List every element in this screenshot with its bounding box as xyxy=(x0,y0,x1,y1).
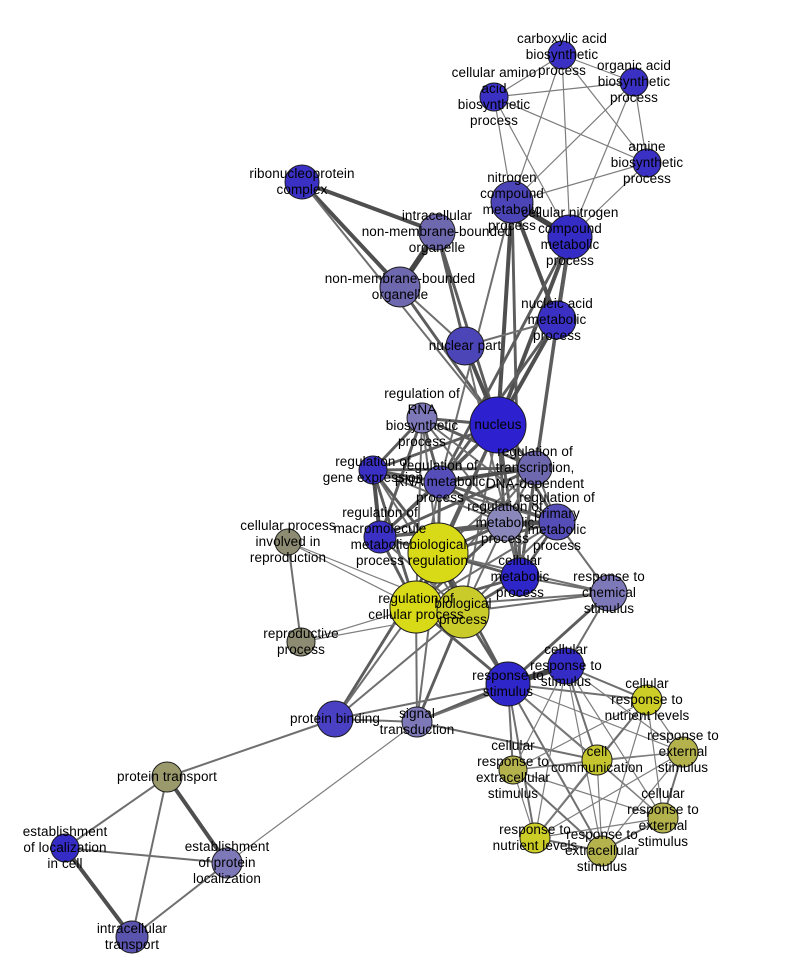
node-ribonucleoprotein-complex[interactable] xyxy=(284,164,320,200)
edge-nitrogen-compound-metabolic-process--nucleus xyxy=(496,201,514,426)
node-cellular-metabolic-process[interactable] xyxy=(500,557,540,597)
node-nuclear-part[interactable] xyxy=(445,326,485,366)
edge-nucleic-acid-metabolic-process--cellular-metabolic-process xyxy=(518,319,559,578)
edge-cellular-nitrogen-compound-metabolic-process--nucleus xyxy=(496,236,572,426)
edge-response-to-external-stimulus--response-to-extracellular-stimulus xyxy=(601,751,684,852)
node-protein-binding[interactable] xyxy=(316,700,354,738)
edge-response-to-stimulus--response-to-external-stimulus xyxy=(507,683,684,753)
edge-layer xyxy=(63,54,684,939)
node-cell-communication[interactable] xyxy=(581,744,613,776)
node-regulation-of-cellular-process[interactable] xyxy=(389,580,443,634)
edge-biological-regulation--protein-binding xyxy=(333,552,440,720)
edge-signal-transduction--establishment-of-protein-localization xyxy=(226,721,418,864)
edge-nucleus--biological-process xyxy=(462,424,499,613)
edge-protein-binding--response-to-stimulus xyxy=(334,683,509,720)
edge-cellular-response-to-nutrient-levels--cellular-response-to-external-stimulus xyxy=(646,699,664,819)
edge-regulation-of-gene-expression--regulation-of-transcription-dna-dependent xyxy=(372,466,536,472)
node-nucleic-acid-metabolic-process[interactable] xyxy=(537,300,577,340)
edge-organic-acid-biosynthetic-process--nitrogen-compound-metabolic-process xyxy=(511,81,635,203)
node-intracellular-non-membrane-bounded-organelle[interactable] xyxy=(418,213,456,251)
node-regulation-of-gene-expression[interactable] xyxy=(358,455,388,485)
edge-ribonucleoprotein-complex--intracellular-non-membrane-bounded-organelle xyxy=(301,180,438,234)
edge-cellular-amino-acid-biosynthetic-process--cellular-nitrogen-compound-metabolic-process xyxy=(493,96,571,238)
node-cellular-amino-acid-biosynthetic-process[interactable] xyxy=(479,82,509,112)
node-response-to-chemical-stimulus[interactable] xyxy=(590,574,628,612)
node-layer xyxy=(50,40,699,954)
node-establishment-of-protein-localization[interactable] xyxy=(211,847,243,879)
edge-response-to-external-stimulus--response-to-nutrient-levels xyxy=(534,751,684,839)
edge-cellular-response-to-stimulus--response-to-external-stimulus xyxy=(565,665,684,753)
node-nitrogen-compound-metabolic-process[interactable] xyxy=(490,180,534,224)
edge-response-to-stimulus--response-to-extracellular-stimulus xyxy=(507,683,603,852)
edge-organic-acid-biosynthetic-process--cellular-nitrogen-compound-metabolic-process xyxy=(569,81,635,238)
node-intracellular-transport[interactable] xyxy=(115,920,149,954)
edge-biological-process--protein-binding xyxy=(334,611,464,720)
node-cellular-response-to-extracellular-stimulus[interactable] xyxy=(498,755,528,785)
node-protein-transport[interactable] xyxy=(151,761,183,793)
edge-establishment-of-localization-in-cell--intracellular-transport xyxy=(63,846,134,939)
edge-cellular-response-to-stimulus--cellular-response-to-extracellular-stimulus xyxy=(512,665,567,771)
edge-response-to-stimulus--cellular-response-to-nutrient-levels xyxy=(507,683,648,701)
node-response-to-external-stimulus[interactable] xyxy=(667,736,699,768)
node-establishment-of-localization-in-cell[interactable] xyxy=(50,833,80,863)
edge-protein-binding--protein-transport xyxy=(166,718,336,778)
edge-carboxylic-acid-biosynthetic-process--amine-biosynthetic-process xyxy=(561,54,648,164)
edge-cell-communication--response-to-nutrient-levels xyxy=(534,759,598,839)
node-cellular-response-to-stimulus[interactable] xyxy=(547,647,585,685)
node-regulation-of-primary-metabolic-process[interactable] xyxy=(538,503,576,541)
node-regulation-of-transcription-dna-dependent[interactable] xyxy=(517,450,553,486)
edge-ribonucleoprotein-complex--non-membrane-bounded-organelle xyxy=(300,180,402,289)
edge-cellular-process-involved-in-reproduction--reproductive-process xyxy=(287,541,302,643)
node-regulation-of-rna-biosynthetic-process[interactable] xyxy=(406,402,438,434)
edge-regulation-of-rna-biosynthetic-process--regulation-of-cellular-process xyxy=(415,417,423,608)
node-carboxylic-acid-biosynthetic-process[interactable] xyxy=(547,40,577,70)
edge-establishment-of-protein-localization--intracellular-transport xyxy=(131,862,228,938)
node-amine-biosynthetic-process[interactable] xyxy=(632,148,662,178)
edge-regulation-of-transcription-dna-dependent--regulation-of-macromolecule-metabolic-process xyxy=(379,466,536,539)
edge-establishment-of-localization-in-cell--establishment-of-protein-localization xyxy=(64,847,228,864)
node-cellular-nitrogen-compound-metabolic-process[interactable] xyxy=(547,214,593,260)
node-cellular-process-involved-in-reproduction[interactable] xyxy=(274,528,302,556)
edge-regulation-of-rna-metabolic-process--regulation-of-primary-metabolic-process xyxy=(439,480,558,524)
node-biological-regulation[interactable] xyxy=(407,522,469,584)
node-biological-process[interactable] xyxy=(436,585,490,639)
node-non-membrane-bounded-organelle[interactable] xyxy=(379,266,421,308)
node-response-to-extracellular-stimulus[interactable] xyxy=(586,835,618,867)
edge-signal-transduction--cell-communication xyxy=(416,721,598,761)
node-cellular-response-to-nutrient-levels[interactable] xyxy=(631,684,663,716)
node-nucleus[interactable] xyxy=(469,396,527,454)
edge-response-to-chemical-stimulus--response-to-stimulus xyxy=(507,591,610,686)
edge-cellular-response-to-stimulus--response-to-nutrient-levels xyxy=(534,665,567,839)
edge-cellular-amino-acid-biosynthetic-process--amine-biosynthetic-process xyxy=(493,96,648,164)
node-organic-acid-biosynthetic-process[interactable] xyxy=(619,67,649,97)
node-cellular-response-to-external-stimulus[interactable] xyxy=(647,802,679,834)
node-response-to-nutrient-levels[interactable] xyxy=(519,822,551,854)
edge-cellular-response-to-external-stimulus--response-to-nutrient-levels xyxy=(534,817,664,839)
node-regulation-of-rna-metabolic-process[interactable] xyxy=(423,465,457,499)
node-response-to-stimulus[interactable] xyxy=(485,661,531,707)
node-regulation-of-metabolic-process[interactable] xyxy=(486,504,524,542)
edge-cellular-response-to-extracellular-stimulus--cellular-response-to-external-stimulus xyxy=(512,769,664,819)
node-reproductive-process[interactable] xyxy=(286,627,316,657)
edge-cellular-response-to-stimulus--cellular-response-to-external-stimulus xyxy=(565,665,664,819)
node-signal-transduction[interactable] xyxy=(401,706,433,738)
edge-protein-transport--intracellular-transport xyxy=(131,776,168,938)
node-regulation-of-macromolecule-metabolic-process[interactable] xyxy=(363,520,397,554)
edge-carboxylic-acid-biosynthetic-process--nitrogen-compound-metabolic-process xyxy=(511,54,563,203)
edge-protein-transport--establishment-of-localization-in-cell xyxy=(64,776,168,849)
edge-cellular-nitrogen-compound-metabolic-process--regulation-of-rna-metabolic-process xyxy=(438,236,572,483)
edge-cellular-response-to-nutrient-levels--cellular-response-to-extracellular-stimulus xyxy=(512,699,648,771)
edge-protein-transport--establishment-of-protein-localization xyxy=(165,775,229,865)
edge-amine-biosynthetic-process--nitrogen-compound-metabolic-process xyxy=(511,162,648,203)
edge-carboxylic-acid-biosynthetic-process--cellular-nitrogen-compound-metabolic-process xyxy=(561,54,571,238)
edge-organic-acid-biosynthetic-process--cellular-amino-acid-biosynthetic-process xyxy=(493,81,635,98)
edge-regulation-of-gene-expression--regulation-of-primary-metabolic-process xyxy=(372,469,558,523)
